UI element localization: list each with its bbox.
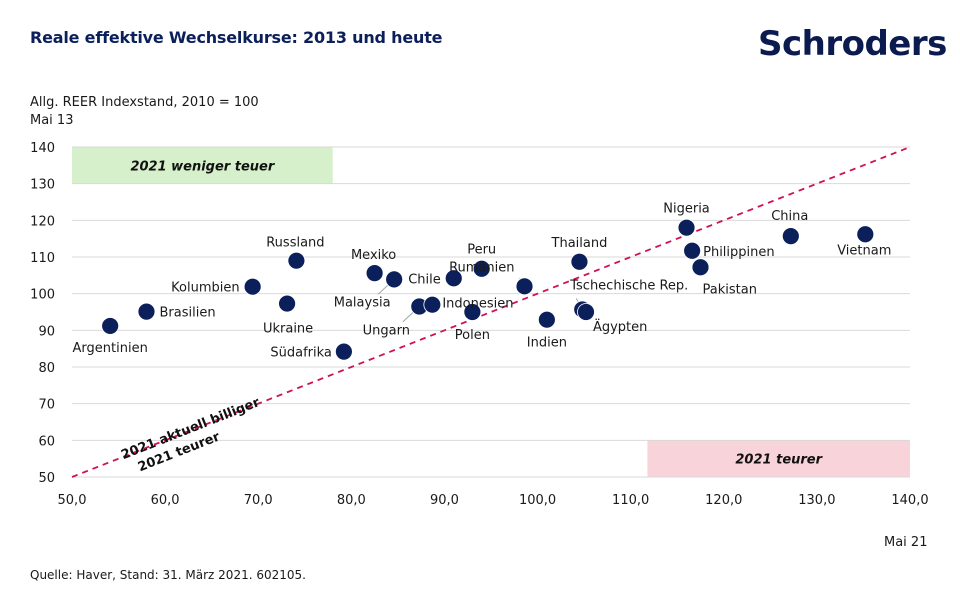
data-point-label: Rumänien [449,260,514,275]
x-tick-label: 80,0 [337,493,366,508]
data-point-label: Polen [455,328,490,343]
x-tick-label: 130,0 [798,493,835,508]
data-point [243,277,262,296]
data-point-label: Thailand [551,236,608,251]
data-point-label: Indonesien [442,297,513,312]
x-axis-title: Mai 21 [884,535,928,550]
data-point-label: Chile [408,272,441,287]
y-tick-label: 70 [38,398,55,413]
y-tick-label: 80 [38,361,55,376]
y-tick-label: 130 [30,178,55,193]
schroders-logo: Schroders [758,24,947,64]
data-point [444,269,463,288]
data-point-label: Russland [266,236,324,251]
red-box-label: 2021 teurer [735,453,823,468]
data-point-label: Nigeria [663,202,710,217]
data-point [537,310,556,329]
data-point [677,218,696,237]
data-point-label: Brasilien [159,306,215,321]
green-annotation-box [72,147,333,184]
data-point [365,264,384,283]
data-point [463,303,482,321]
chart-title: Reale effektive Wechselkurse: 2013 und h… [30,28,443,47]
red-annotation-box [647,440,910,477]
data-point-label: Ungarn [363,324,410,339]
data-point-label: Peru [467,243,496,258]
y-axis-title: Allg. REER Indexstand, 2010 = 100 Mai 13 [30,94,259,130]
data-point [515,277,534,296]
data-point [856,225,875,244]
data-point-label: Indien [527,336,567,351]
y-tick-label: 100 [30,288,55,303]
x-tick-label: 100,0 [519,493,556,508]
y-tick-label: 90 [38,324,55,339]
x-tick-label: 60,0 [151,493,180,508]
data-point-label: Argentinien [73,341,148,356]
data-point-label: Ägypten [593,319,647,335]
y-tick-label: 140 [30,141,55,156]
data-point-label: Philippinen [703,245,775,260]
data-point [278,294,296,313]
data-point [137,302,156,321]
data-point [781,227,800,246]
data-point [691,258,710,277]
data-point [683,241,702,260]
data-point-label: Südafrika [270,346,332,361]
data-point [334,342,353,361]
data-point [423,295,442,314]
x-tick-label: 50,0 [58,493,87,508]
data-point [577,303,595,321]
x-tick-label: 70,0 [244,493,273,508]
data-point-label: Vietnam [837,243,891,258]
data-point-label: Ukraine [263,322,313,337]
data-point [101,317,120,335]
data-point [385,270,404,289]
data-point-label: Kolumbien [171,281,239,296]
data-point-label: Tschechische Rep. [569,278,688,293]
y-axis-title-line1: Allg. REER Indexstand, 2010 = 100 [30,95,259,110]
data-point [472,259,491,278]
y-tick-label: 110 [30,251,55,266]
green-box-label: 2021 weniger teuer [130,159,275,174]
data-point [570,252,589,271]
source-note: Quelle: Haver, Stand: 31. März 2021. 602… [30,568,306,582]
diagonal-reference-line [71,146,911,478]
y-axis-title-line2: Mai 13 [30,113,74,128]
data-point-label: Malaysia [334,295,391,310]
y-tick-label: 60 [38,434,55,449]
data-point-label: China [771,209,808,224]
data-point [287,251,306,270]
data-point-label: Mexiko [351,248,396,263]
x-tick-label: 140,0 [891,493,928,508]
x-tick-label: 110,0 [612,493,649,508]
data-point-label: Pakistan [703,282,757,297]
x-tick-label: 120,0 [705,493,742,508]
y-tick-label: 120 [30,214,55,229]
y-tick-label: 50 [38,471,55,486]
x-tick-label: 90,0 [430,493,459,508]
